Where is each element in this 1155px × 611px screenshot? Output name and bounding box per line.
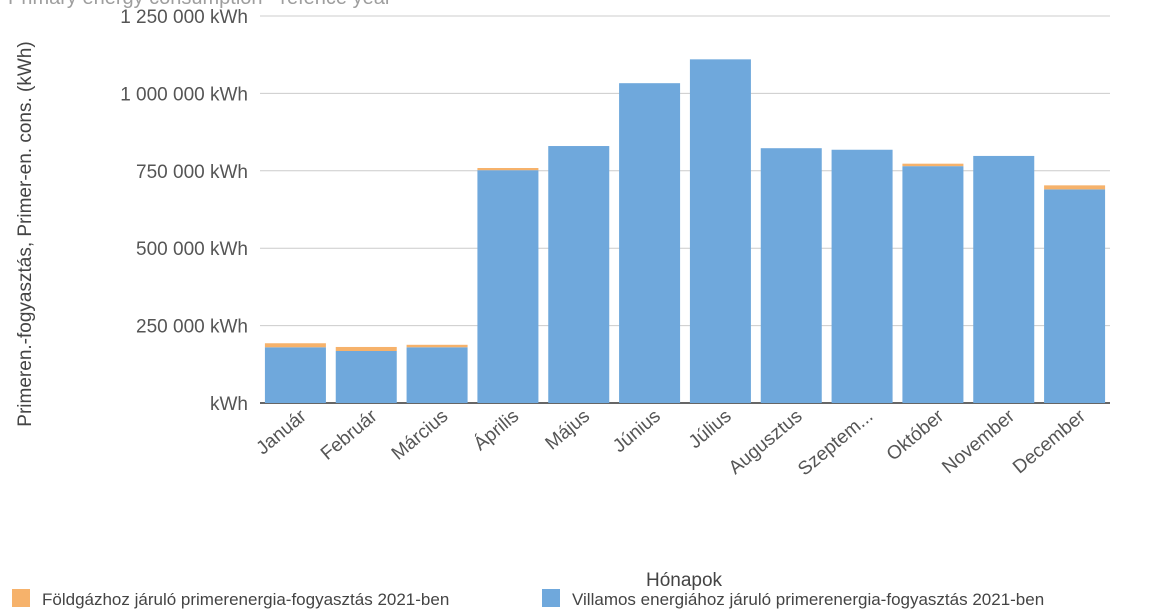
y-tick-label: 250 000 kWh (136, 317, 248, 338)
bar-segment (973, 155, 1035, 403)
bar-segment (689, 59, 751, 404)
y-tick-label: 500 000 kWh (136, 239, 248, 260)
legend-label: Villamos energiához járuló primerenergia… (572, 590, 1044, 609)
x-tick-label: Szeptem... (794, 406, 877, 480)
y-tick-label: 1 000 000 kWh (120, 84, 248, 105)
x-tick-label: Május (542, 406, 594, 455)
bars (264, 59, 1106, 404)
x-tick-label: December (1009, 405, 1090, 478)
bar-segment (1044, 185, 1106, 190)
y-tick-label: kWh (210, 394, 248, 415)
bar-segment (831, 149, 893, 403)
bar-segment (335, 346, 397, 351)
bar-segment (619, 83, 681, 403)
chart-title: Primary energy consumption - refence yea… (8, 0, 392, 9)
x-tick-label: Június (609, 406, 665, 457)
y-tick-label: 750 000 kWh (136, 162, 248, 183)
x-tick-label: Február (317, 405, 382, 464)
y-tick-labels: kWh 250 000 kWh 500 000 kWh 750 000 kWh 1 00… (120, 7, 248, 415)
bar-segment (406, 347, 468, 403)
bar-segment (264, 347, 326, 403)
bar-segment (902, 166, 964, 403)
y-tick-label: 1 250 000 kWh (120, 7, 248, 28)
legend-swatch (12, 589, 30, 607)
x-tick-label: November (938, 405, 1019, 478)
bar-segment (264, 343, 326, 348)
legend: Földgázhoz járuló primerenergia-fogyaszt… (12, 589, 1044, 609)
x-tick-label: Április (470, 406, 523, 455)
bar-segment (760, 148, 822, 403)
bar-segment (477, 168, 539, 171)
x-axis-title: Hónapok (646, 570, 723, 591)
y-axis-title: Primeren.-fogyasztás, Primer-en. cons. (… (15, 41, 36, 426)
x-tick-labels: Január Február Március Április Május Június Jú… (253, 405, 1091, 480)
bar-segment (335, 350, 397, 403)
bar-segment (477, 170, 539, 403)
bar-segment (406, 344, 468, 348)
x-tick-label: Március (388, 406, 452, 465)
bar-segment (548, 146, 610, 404)
legend-swatch (542, 589, 560, 607)
x-tick-label: Július (685, 406, 736, 453)
x-tick-label: Október (883, 405, 949, 465)
bar-segment (902, 163, 964, 167)
x-tick-label: Január (253, 405, 312, 459)
x-tick-label: Augusztus (725, 406, 806, 479)
bar-segment (1044, 189, 1106, 403)
gridlines (260, 15, 1110, 404)
legend-label: Földgázhoz járuló primerenergia-fogyaszt… (42, 590, 449, 609)
